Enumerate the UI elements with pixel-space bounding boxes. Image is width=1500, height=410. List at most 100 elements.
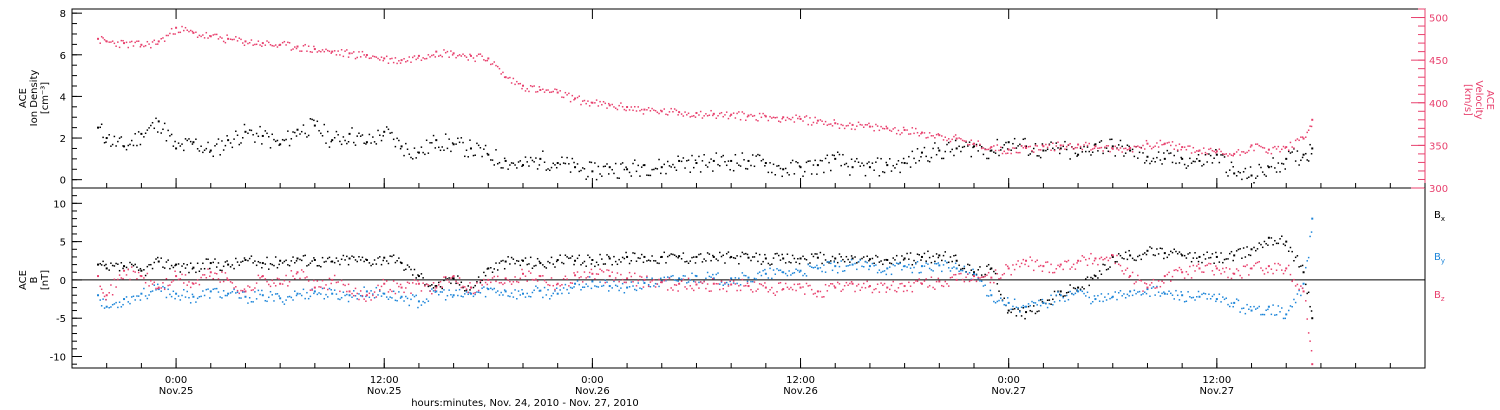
data-point <box>960 150 962 153</box>
data-point <box>647 285 650 288</box>
data-point <box>469 289 471 291</box>
data-point <box>538 86 541 88</box>
data-point <box>1072 293 1075 296</box>
data-point <box>203 267 206 270</box>
data-point <box>1267 236 1270 239</box>
data-point <box>954 134 957 136</box>
data-point <box>1291 146 1293 148</box>
data-point <box>1142 290 1144 292</box>
data-point <box>838 253 841 255</box>
data-point <box>587 175 589 178</box>
data-point <box>175 26 178 29</box>
data-point <box>137 40 140 42</box>
data-point <box>536 287 539 289</box>
data-point <box>504 277 507 280</box>
data-point <box>420 146 423 148</box>
data-point <box>715 152 718 154</box>
data-point <box>798 283 801 285</box>
data-point <box>935 253 938 255</box>
data-point <box>834 122 837 125</box>
data-point <box>1202 253 1205 256</box>
data-point <box>730 159 733 162</box>
data-point <box>415 277 417 279</box>
data-point <box>325 48 327 51</box>
data-point <box>736 289 738 292</box>
data-point <box>296 292 299 295</box>
data-point <box>517 83 520 85</box>
data-point <box>613 280 615 283</box>
data-point <box>313 119 315 122</box>
data-point <box>928 160 931 163</box>
data-point <box>571 157 574 160</box>
data-point <box>788 174 790 176</box>
data-point <box>1085 258 1087 261</box>
data-point <box>1204 293 1207 295</box>
data-point <box>646 260 648 262</box>
data-point <box>1003 272 1005 275</box>
data-point <box>417 151 420 154</box>
data-point <box>1181 271 1184 274</box>
data-point <box>172 279 175 282</box>
data-point <box>613 279 615 282</box>
data-point <box>906 289 908 292</box>
data-point <box>331 260 334 263</box>
data-point <box>97 37 100 40</box>
data-point <box>143 277 145 279</box>
data-point <box>231 38 234 41</box>
data-point <box>965 271 967 273</box>
data-point <box>668 254 671 257</box>
data-point <box>968 143 971 146</box>
data-point <box>706 115 709 117</box>
data-point <box>654 286 657 288</box>
data-point <box>259 277 261 279</box>
data-point <box>555 166 558 169</box>
data-point <box>968 280 971 283</box>
data-point <box>1062 144 1064 147</box>
data-point <box>1267 148 1270 151</box>
data-point <box>581 286 584 288</box>
data-point <box>1029 309 1032 312</box>
data-point <box>1048 144 1051 146</box>
data-point <box>639 275 641 278</box>
data-point <box>604 165 607 168</box>
data-point <box>140 269 143 272</box>
data-point <box>849 264 851 266</box>
data-point <box>1143 282 1146 284</box>
data-point <box>1237 149 1240 151</box>
data-point <box>1135 292 1137 295</box>
data-point <box>1258 305 1260 308</box>
data-point <box>604 102 607 105</box>
data-point <box>757 120 759 122</box>
data-point <box>330 289 332 291</box>
data-point <box>330 140 332 143</box>
data-point <box>273 45 275 47</box>
data-point <box>457 275 459 277</box>
data-point <box>1189 252 1191 254</box>
data-point <box>1270 313 1273 316</box>
data-point <box>1012 305 1014 308</box>
data-point <box>217 38 220 40</box>
data-point <box>840 256 842 258</box>
data-point <box>1267 166 1270 169</box>
data-point <box>427 300 430 302</box>
data-point <box>1171 161 1174 164</box>
data-point <box>279 259 282 262</box>
data-point <box>1025 311 1028 314</box>
data-point <box>1302 271 1305 274</box>
data-point <box>1208 293 1210 295</box>
data-point <box>993 145 995 147</box>
data-point <box>318 292 320 294</box>
data-point <box>675 279 678 282</box>
data-point <box>307 264 310 266</box>
data-point <box>637 164 639 167</box>
data-point <box>602 165 605 168</box>
data-point <box>487 267 490 270</box>
data-point <box>777 269 780 272</box>
data-point <box>365 54 368 57</box>
data-point <box>595 285 598 288</box>
data-point <box>745 119 747 122</box>
data-point <box>637 257 639 259</box>
data-point <box>331 278 334 281</box>
data-point <box>840 123 842 126</box>
